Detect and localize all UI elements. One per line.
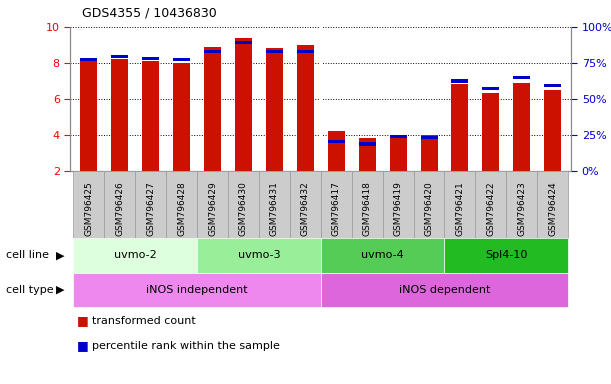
Bar	[142, 61, 159, 171]
Bar	[544, 90, 562, 171]
Text: transformed count: transformed count	[92, 316, 196, 326]
Bar	[513, 83, 530, 171]
Bar	[111, 59, 128, 171]
Text: GSM796425: GSM796425	[84, 181, 93, 236]
Bar	[544, 84, 562, 87]
Bar	[204, 50, 221, 53]
Bar	[482, 87, 499, 90]
Bar	[111, 55, 128, 58]
Text: GDS4355 / 10436830: GDS4355 / 10436830	[82, 6, 218, 19]
Bar	[297, 50, 314, 53]
Text: GSM796432: GSM796432	[301, 181, 310, 236]
Bar	[173, 58, 190, 61]
Text: iNOS independent: iNOS independent	[146, 285, 248, 295]
Bar	[482, 93, 499, 171]
Text: GSM796421: GSM796421	[455, 181, 464, 236]
Text: GSM796424: GSM796424	[548, 182, 557, 236]
Bar	[390, 135, 406, 139]
Bar	[235, 38, 252, 171]
Bar	[359, 142, 376, 146]
Text: GSM796422: GSM796422	[486, 182, 496, 236]
Text: GSM796426: GSM796426	[115, 181, 124, 236]
Text: cell type: cell type	[6, 285, 54, 295]
Text: uvmo-3: uvmo-3	[238, 250, 280, 260]
Text: GSM796428: GSM796428	[177, 181, 186, 236]
Text: ▶: ▶	[56, 285, 64, 295]
Text: ■: ■	[76, 314, 88, 327]
Bar	[513, 76, 530, 79]
Bar	[173, 63, 190, 171]
Text: GSM796423: GSM796423	[518, 181, 526, 236]
Text: uvmo-4: uvmo-4	[361, 250, 404, 260]
Bar	[420, 136, 437, 139]
Text: GSM796429: GSM796429	[208, 181, 217, 236]
Text: uvmo-2: uvmo-2	[114, 250, 156, 260]
Text: GSM796417: GSM796417	[332, 181, 341, 236]
Text: ■: ■	[76, 339, 88, 352]
Bar	[359, 139, 376, 171]
Bar	[390, 135, 406, 171]
Text: GSM796420: GSM796420	[425, 181, 434, 236]
Bar	[327, 140, 345, 143]
Text: GSM796418: GSM796418	[363, 181, 371, 236]
Text: iNOS dependent: iNOS dependent	[399, 285, 490, 295]
Bar	[266, 50, 283, 53]
Bar	[452, 79, 469, 83]
Bar	[80, 58, 97, 61]
Bar	[235, 41, 252, 44]
Bar	[142, 57, 159, 60]
Bar	[80, 61, 97, 171]
Text: GSM796427: GSM796427	[146, 181, 155, 236]
Bar	[266, 48, 283, 171]
Text: Spl4-10: Spl4-10	[485, 250, 527, 260]
Text: GSM796431: GSM796431	[270, 181, 279, 236]
Bar	[452, 84, 469, 171]
Text: ▶: ▶	[56, 250, 64, 260]
Bar	[297, 45, 314, 171]
Bar	[204, 47, 221, 171]
Text: cell line: cell line	[6, 250, 49, 260]
Text: GSM796419: GSM796419	[393, 181, 403, 236]
Text: percentile rank within the sample: percentile rank within the sample	[92, 341, 279, 351]
Bar	[420, 135, 437, 171]
Bar	[327, 131, 345, 171]
Text: GSM796430: GSM796430	[239, 181, 248, 236]
